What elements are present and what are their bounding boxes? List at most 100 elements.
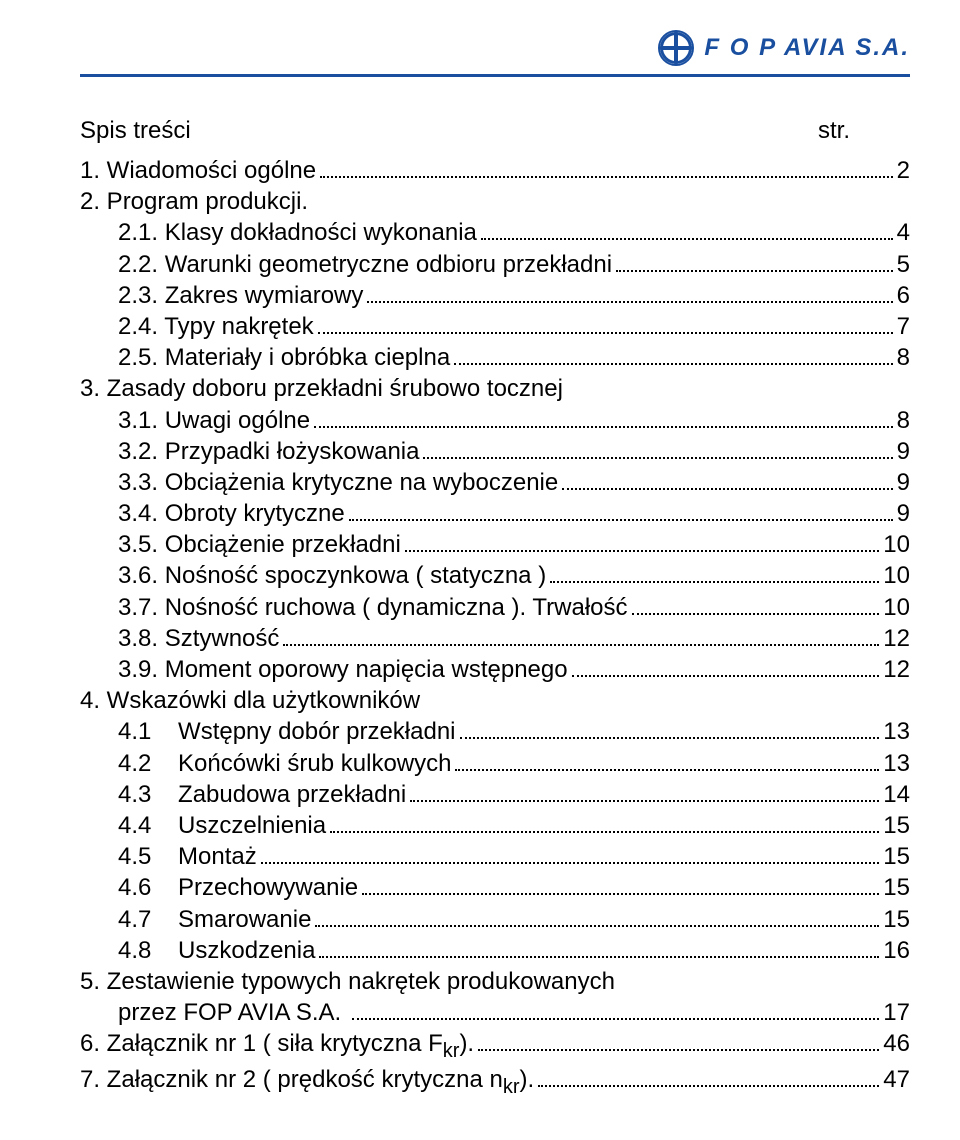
toc-entry-label: przez FOP AVIA S.A. bbox=[118, 997, 348, 1028]
toc-entry-label: 4.7 Smarowanie bbox=[118, 904, 311, 935]
toc-entry: 6. Załącznik nr 1 ( siła krytyczna Fkr).… bbox=[80, 1028, 910, 1064]
toc-leader-dots bbox=[562, 488, 892, 490]
toc-entry: 7. Załącznik nr 2 ( prędkość krytyczna n… bbox=[80, 1064, 910, 1100]
toc-entry: 3.1. Uwagi ogólne 8 bbox=[80, 405, 910, 436]
toc-leader-dots bbox=[314, 426, 893, 428]
toc-leader-dots bbox=[410, 800, 879, 802]
toc-leader-dots bbox=[616, 270, 893, 272]
toc-entry-label: 4. Wskazówki dla użytkowników bbox=[80, 685, 420, 716]
toc-entry-label: 3.4. Obroty krytyczne bbox=[118, 498, 345, 529]
toc-page-number: 6 bbox=[897, 280, 910, 311]
toc-page-number: 2 bbox=[897, 155, 910, 186]
toc-entry: przez FOP AVIA S.A. 17 bbox=[80, 997, 910, 1028]
toc-page-number: 7 bbox=[897, 311, 910, 342]
toc-page-number: 14 bbox=[883, 779, 910, 810]
toc-leader-dots bbox=[405, 550, 879, 552]
toc-entry: 4.8 Uszkodzenia 16 bbox=[80, 935, 910, 966]
toc-entry-label: 3.2. Przypadki łożyskowania bbox=[118, 436, 419, 467]
page-header: F O P AVIA S.A. bbox=[80, 30, 910, 77]
toc-str-label: str. bbox=[818, 117, 850, 145]
toc-page-number: 15 bbox=[883, 841, 910, 872]
logo-icon bbox=[658, 30, 694, 66]
toc-title: Spis treści bbox=[80, 117, 191, 145]
toc-leader-dots bbox=[454, 363, 892, 365]
toc-entry-subscript: kr bbox=[503, 1076, 520, 1098]
toc-entry-label: 3.3. Obciążenia krytyczne na wyboczenie bbox=[118, 467, 558, 498]
toc-entry: 4.4 Uszczelnienia 15 bbox=[80, 810, 910, 841]
toc-leader-dots bbox=[319, 956, 879, 958]
toc-entry-label: 2.1. Klasy dokładności wykonania bbox=[118, 217, 477, 248]
toc-entry: 3.3. Obciążenia krytyczne na wyboczenie9 bbox=[80, 467, 910, 498]
toc-entry: 3.9. Moment oporowy napięcia wstępnego12 bbox=[80, 654, 910, 685]
toc-leader-dots bbox=[538, 1085, 879, 1087]
toc-page-number: 46 bbox=[883, 1028, 910, 1059]
company-logo: F O P AVIA S.A. bbox=[658, 30, 910, 66]
toc-page-number: 15 bbox=[883, 810, 910, 841]
toc-list: 1. Wiadomości ogólne 2 2. Program produkcj… bbox=[80, 155, 910, 1100]
toc-entry: 3. Zasady doboru przekładni śrubowo tocz… bbox=[80, 373, 910, 404]
toc-entry: 4. Wskazówki dla użytkowników bbox=[80, 685, 910, 716]
toc-leader-dots bbox=[261, 862, 880, 864]
toc-leader-dots bbox=[349, 519, 893, 521]
toc-page-number: 4 bbox=[897, 217, 910, 248]
toc-entry: 4.7 Smarowanie 15 bbox=[80, 904, 910, 935]
toc-leader-dots bbox=[352, 1018, 879, 1020]
toc-page-number: 12 bbox=[883, 623, 910, 654]
toc-entry-label: 2.3. Zakres wymiarowy bbox=[118, 280, 363, 311]
toc-page-number: 16 bbox=[883, 935, 910, 966]
toc-entry-label: 2.5. Materiały i obróbka cieplna bbox=[118, 342, 450, 373]
toc-entry-label: 4.8 Uszkodzenia bbox=[118, 935, 315, 966]
toc-entry: 3.5. Obciążenie przekładni10 bbox=[80, 529, 910, 560]
toc-page-number: 13 bbox=[883, 716, 910, 747]
toc-leader-dots bbox=[367, 301, 892, 303]
toc-page-number: 9 bbox=[897, 498, 910, 529]
toc-page-number: 9 bbox=[897, 436, 910, 467]
toc-entry-subscript: kr bbox=[443, 1040, 460, 1062]
toc-leader-dots bbox=[423, 457, 892, 459]
toc-page-number: 8 bbox=[897, 405, 910, 436]
toc-entry: 3.7. Nośność ruchowa ( dynamiczna ). Trw… bbox=[80, 592, 910, 623]
toc-entry: 4.6 Przechowywanie15 bbox=[80, 872, 910, 903]
toc-entry: 5. Zestawienie typowych nakrętek produko… bbox=[80, 966, 910, 997]
toc-leader-dots bbox=[315, 925, 879, 927]
toc-leader-dots bbox=[460, 737, 880, 739]
toc-page-number: 10 bbox=[883, 592, 910, 623]
toc-page-number: 10 bbox=[883, 560, 910, 591]
toc-entry-label: 3. Zasady doboru przekładni śrubowo tocz… bbox=[80, 373, 563, 404]
toc-leader-dots bbox=[481, 238, 893, 240]
toc-entry: 3.4. Obroty krytyczne 9 bbox=[80, 498, 910, 529]
toc-entry: 3.6. Nośność spoczynkowa ( statyczna ) 10 bbox=[80, 560, 910, 591]
toc-leader-dots bbox=[362, 893, 879, 895]
toc-entry-label: 4.6 Przechowywanie bbox=[118, 872, 358, 903]
toc-entry: 2. Program produkcji. bbox=[80, 186, 910, 217]
toc-entry-label: 3.7. Nośność ruchowa ( dynamiczna ). Trw… bbox=[118, 592, 628, 623]
toc-entry-label: 6. Załącznik nr 1 ( siła krytyczna Fkr). bbox=[80, 1028, 474, 1064]
toc-page-number: 5 bbox=[897, 249, 910, 280]
toc-entry-label: 4.1 Wstępny dobór przekładni bbox=[118, 716, 456, 747]
toc-entry-label: 4.4 Uszczelnienia bbox=[118, 810, 326, 841]
toc-entry-label: 7. Załącznik nr 2 ( prędkość krytyczna n… bbox=[80, 1064, 534, 1100]
toc-entry-label: 1. Wiadomości ogólne bbox=[80, 155, 316, 186]
toc-entry-label: 2.4. Typy nakrętek bbox=[118, 311, 314, 342]
toc-entry-label: 4.2 Końcówki śrub kulkowych bbox=[118, 748, 451, 779]
toc-entry: 3.2. Przypadki łożyskowania 9 bbox=[80, 436, 910, 467]
toc-entry: 2.3. Zakres wymiarowy 6 bbox=[80, 280, 910, 311]
toc-leader-dots bbox=[283, 644, 879, 646]
toc-leader-dots bbox=[550, 581, 879, 583]
toc-page-number: 17 bbox=[883, 997, 910, 1028]
toc-entry-label: 3.5. Obciążenie przekładni bbox=[118, 529, 401, 560]
toc-header: Spis treści str. bbox=[80, 117, 910, 145]
toc-entry: 3.8. Sztywność12 bbox=[80, 623, 910, 654]
toc-entry: 2.1. Klasy dokładności wykonania 4 bbox=[80, 217, 910, 248]
toc-entry-label: 3.9. Moment oporowy napięcia wstępnego bbox=[118, 654, 568, 685]
toc-entry-label: 3.6. Nośność spoczynkowa ( statyczna ) bbox=[118, 560, 546, 591]
toc-entry-label: 3.1. Uwagi ogólne bbox=[118, 405, 310, 436]
toc-entry-label: 2. Program produkcji. bbox=[80, 186, 308, 217]
toc-entry-label: 5. Zestawienie typowych nakrętek produko… bbox=[80, 966, 615, 997]
toc-entry: 4.1 Wstępny dobór przekładni 13 bbox=[80, 716, 910, 747]
toc-page-number: 15 bbox=[883, 904, 910, 935]
toc-leader-dots bbox=[572, 675, 880, 677]
toc-entry-label: 4.5 Montaż bbox=[118, 841, 257, 872]
toc-leader-dots bbox=[632, 613, 880, 615]
toc-page-number: 8 bbox=[897, 342, 910, 373]
